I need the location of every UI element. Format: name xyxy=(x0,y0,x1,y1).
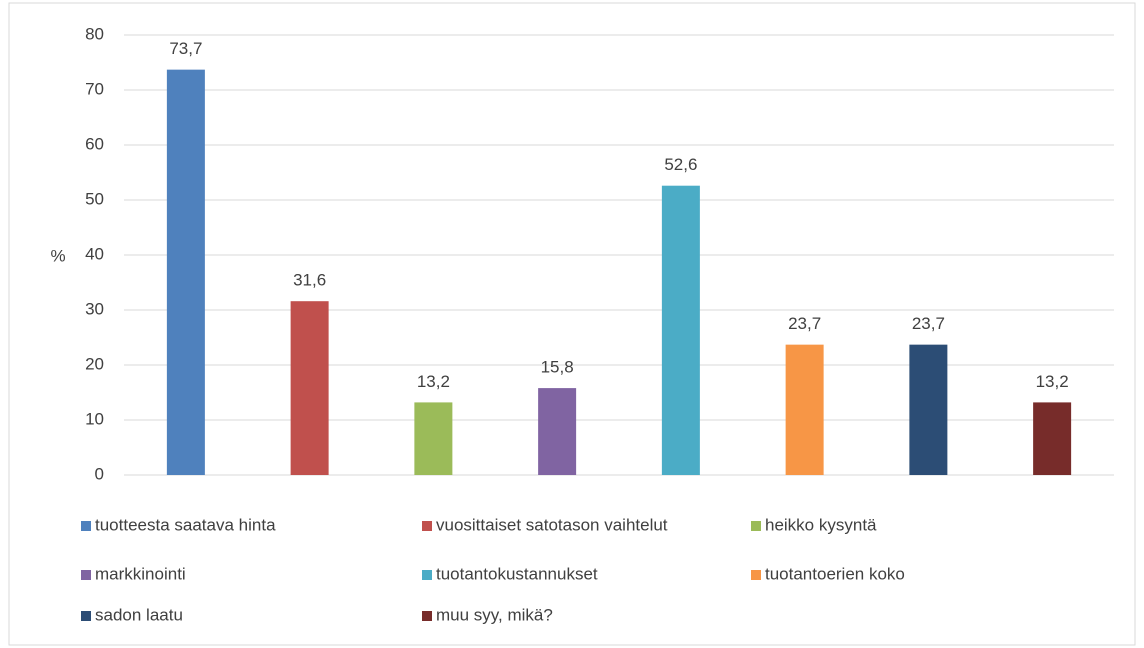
legend-label: vuosittaiset satotason vaihtelut xyxy=(436,515,668,534)
data-label: 15,8 xyxy=(541,358,574,377)
data-label: 52,6 xyxy=(664,155,697,174)
legend-swatch xyxy=(751,570,761,580)
legend-label: muu syy, mikä? xyxy=(436,605,553,624)
data-label: 13,2 xyxy=(417,372,450,391)
bar xyxy=(290,301,329,475)
legend-label: tuotteesta saatava hinta xyxy=(95,515,276,534)
y-tick-label: 80 xyxy=(85,24,104,43)
bar xyxy=(414,402,453,475)
legend-swatch xyxy=(751,521,761,531)
legend-label: tuotantokustannukset xyxy=(436,564,598,583)
legend-label: tuotantoerien koko xyxy=(765,564,905,583)
bar xyxy=(661,185,700,475)
y-tick-label: 10 xyxy=(85,409,104,428)
y-axis-label: % xyxy=(50,246,65,265)
legend-swatch xyxy=(422,570,432,580)
y-tick-label: 0 xyxy=(95,464,104,483)
data-label: 13,2 xyxy=(1036,372,1069,391)
legend-swatch xyxy=(422,611,432,621)
legend-label: heikko kysyntä xyxy=(765,515,877,534)
bar xyxy=(538,388,577,475)
y-tick-label: 50 xyxy=(85,189,104,208)
y-tick-label: 70 xyxy=(85,79,104,98)
data-label: 23,7 xyxy=(912,314,945,333)
bar xyxy=(166,69,205,476)
legend-label: markkinointi xyxy=(95,564,186,583)
legend-swatch xyxy=(81,521,91,531)
y-tick-label: 20 xyxy=(85,354,104,373)
legend-swatch xyxy=(81,611,91,621)
legend-swatch xyxy=(81,570,91,580)
legend-swatch xyxy=(422,521,432,531)
data-label: 73,7 xyxy=(169,39,202,58)
data-label: 23,7 xyxy=(788,314,821,333)
bar xyxy=(909,344,948,475)
y-tick-label: 30 xyxy=(85,299,104,318)
data-label: 31,6 xyxy=(293,271,326,290)
bar xyxy=(1033,402,1072,475)
y-tick-label: 40 xyxy=(85,244,104,263)
y-tick-label: 60 xyxy=(85,134,104,153)
legend-label: sadon laatu xyxy=(95,605,183,624)
bar xyxy=(785,344,824,475)
